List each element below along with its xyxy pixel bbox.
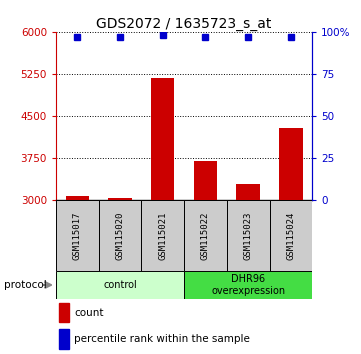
Text: GSM115017: GSM115017 bbox=[73, 211, 82, 259]
Bar bbox=[184, 200, 227, 271]
Bar bbox=[66, 195, 89, 200]
Bar bbox=[151, 78, 174, 200]
Bar bbox=[58, 329, 69, 348]
Text: control: control bbox=[103, 280, 137, 290]
Bar bbox=[270, 200, 312, 271]
Text: count: count bbox=[74, 308, 103, 318]
Bar bbox=[99, 200, 142, 271]
Bar bbox=[56, 271, 184, 299]
Text: GSM115024: GSM115024 bbox=[286, 211, 295, 259]
Bar bbox=[236, 184, 260, 200]
Bar bbox=[279, 128, 303, 200]
Text: protocol: protocol bbox=[4, 280, 46, 290]
Text: GSM115021: GSM115021 bbox=[158, 211, 167, 259]
Bar bbox=[142, 200, 184, 271]
Text: GSM115022: GSM115022 bbox=[201, 211, 210, 259]
Text: GSM115023: GSM115023 bbox=[244, 211, 253, 259]
Text: percentile rank within the sample: percentile rank within the sample bbox=[74, 334, 250, 344]
Bar bbox=[56, 200, 99, 271]
Bar bbox=[227, 200, 270, 271]
Text: DHR96
overexpression: DHR96 overexpression bbox=[211, 274, 285, 296]
Bar bbox=[58, 303, 69, 322]
Title: GDS2072 / 1635723_s_at: GDS2072 / 1635723_s_at bbox=[96, 17, 272, 31]
Bar bbox=[108, 198, 132, 200]
Bar bbox=[194, 161, 217, 200]
Text: GSM115020: GSM115020 bbox=[116, 211, 125, 259]
Bar bbox=[184, 271, 312, 299]
